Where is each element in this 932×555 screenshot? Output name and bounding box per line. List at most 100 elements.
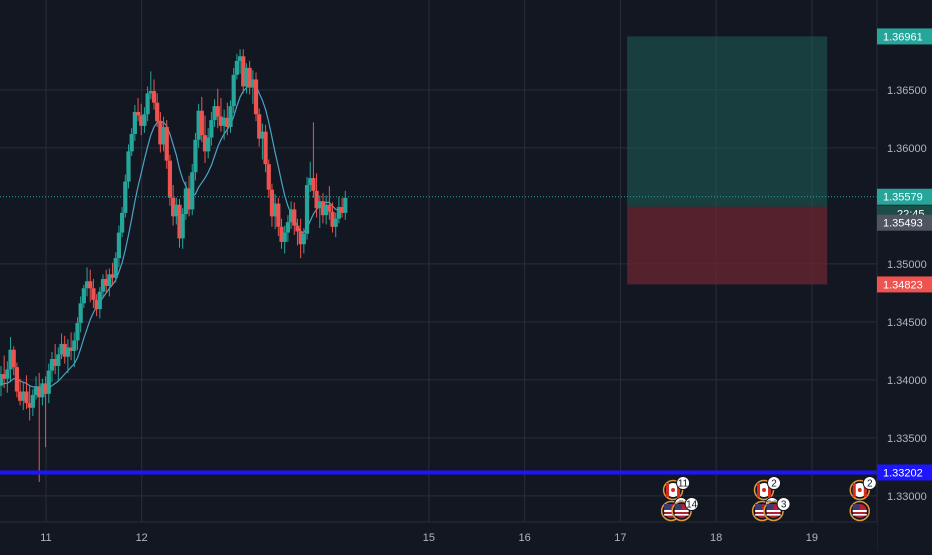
price-tag-current[interactable] <box>877 188 932 205</box>
candle-body <box>218 116 224 126</box>
candle-body <box>37 386 42 398</box>
candle-body <box>164 127 169 161</box>
candle-body <box>333 218 338 227</box>
event-count-badge <box>776 497 791 511</box>
economic-events[interactable]: 1151423332 <box>660 476 877 522</box>
candle-body <box>75 323 80 341</box>
time-tick-label: 11 <box>40 532 51 544</box>
candle-body <box>132 111 137 134</box>
candle-body <box>5 369 10 379</box>
event-count: 14 <box>686 500 698 511</box>
candle-body <box>72 340 77 351</box>
event-marker[interactable]: 14 <box>671 497 699 522</box>
candle-body <box>94 299 99 310</box>
candle-body <box>65 347 71 357</box>
candle-body <box>292 209 297 226</box>
event-count-badge <box>767 476 782 490</box>
candle-body <box>88 281 93 289</box>
time-tick-label: 12 <box>136 532 148 544</box>
event-count-badge <box>862 476 877 490</box>
candle-body <box>46 370 51 394</box>
price-tag-label: 1.33202 <box>883 467 923 479</box>
candle-body <box>148 91 153 94</box>
price-lines <box>0 196 932 475</box>
price-axis[interactable]: 1.36500 1.36000 1.35000 1.34500 1.34000 1.335… <box>876 0 932 550</box>
candlesticks <box>0 49 348 482</box>
candle-body <box>215 106 220 117</box>
candle-body <box>139 115 144 126</box>
us-flag-stripe <box>852 510 867 512</box>
candle-body <box>145 93 150 115</box>
candle-body <box>174 204 179 217</box>
candle-body <box>62 343 67 357</box>
candle-body <box>304 185 310 234</box>
time-tick-label: 16 <box>519 532 531 544</box>
us-flag-stripe <box>755 510 770 512</box>
candle-body <box>2 374 7 379</box>
candle-body <box>231 74 236 107</box>
price-tick-label: 1.36500 <box>887 85 927 97</box>
candle-body <box>308 178 313 186</box>
time-tick-label: 18 <box>710 532 722 544</box>
candle-body <box>260 131 265 139</box>
candle-body <box>320 201 326 216</box>
ca-flag-leaf <box>857 488 862 492</box>
stop-zone[interactable] <box>627 206 828 285</box>
candle-body <box>257 114 262 139</box>
candle-body <box>311 178 316 191</box>
ca-flag-band <box>863 483 867 497</box>
price-tick-label: 1.34500 <box>887 317 927 329</box>
ca-flag-leaf <box>762 488 767 492</box>
price-tick-label: 1.34000 <box>887 375 927 387</box>
candle-body <box>327 204 332 212</box>
candle-body <box>295 225 300 232</box>
candle-body <box>193 139 198 173</box>
event-marker[interactable]: 11 <box>662 476 691 501</box>
event-marker[interactable]: 2 <box>849 476 877 501</box>
candle-body <box>53 359 58 366</box>
time-tick-label: 17 <box>614 532 626 544</box>
candle-body <box>241 56 246 87</box>
candle-body <box>273 203 278 217</box>
ca-flag-leaf <box>671 488 676 492</box>
candle-body <box>0 374 4 386</box>
candle-body <box>199 110 204 136</box>
time-tick-label: 19 <box>806 532 818 544</box>
target-zone[interactable] <box>627 36 828 207</box>
candle-body <box>129 133 134 152</box>
candle-body <box>269 189 275 217</box>
candle-body <box>78 303 83 324</box>
candle-body <box>190 172 195 210</box>
price-tick-label: 1.33500 <box>887 433 927 445</box>
candle-body <box>330 211 335 227</box>
price-tag-neutral[interactable] <box>877 214 932 231</box>
us-flag-stripe <box>674 510 689 512</box>
position-zones[interactable] <box>627 36 828 285</box>
event-marker[interactable]: 2 <box>753 476 782 501</box>
candle-body <box>91 288 96 300</box>
candle-body <box>317 201 322 209</box>
ca-flag-band <box>768 483 772 497</box>
event-marker[interactable]: 3 <box>763 497 791 522</box>
candle-body <box>97 291 102 310</box>
event-marker[interactable] <box>849 500 871 522</box>
candle-body <box>279 226 284 242</box>
price-tag-target[interactable] <box>877 28 932 45</box>
event-count: 3 <box>781 500 787 511</box>
candle-body <box>142 114 147 126</box>
price-tag-stop[interactable] <box>877 276 932 293</box>
price-tag-label: 1.36961 <box>883 31 923 43</box>
price-tick-label: 1.33000 <box>887 491 927 503</box>
candle-body <box>11 349 16 368</box>
candle-body <box>40 383 45 398</box>
candle-body <box>222 117 227 126</box>
time-axis[interactable]: 11 12 15 16 17 18 19 <box>0 521 877 550</box>
price-tag-support[interactable] <box>877 464 932 481</box>
price-tag-label: 1.35579 <box>883 192 923 204</box>
candle-body <box>116 232 122 259</box>
us-flag-canton <box>852 504 860 510</box>
candle-body <box>30 394 35 408</box>
candle-body <box>14 367 19 392</box>
